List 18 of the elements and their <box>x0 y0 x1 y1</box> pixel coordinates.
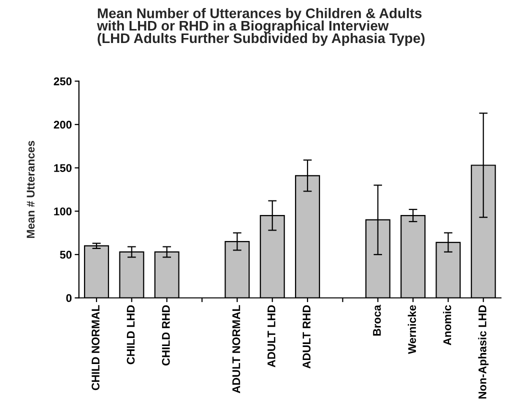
x-tick-label: CHILD NORMAL <box>92 305 100 390</box>
y-axis-title: Mean # Utterances <box>26 140 35 238</box>
x-tick-label: Anomic <box>443 305 452 346</box>
chart-title: Mean Number of Utterances by Children & Adults with LHD or RHD in a Biographical Interview (LHD Adults Further Subdivided by Aphasia Type) <box>96 8 425 46</box>
y-tick-label: 0 <box>66 294 72 302</box>
y-tick-label: 50 <box>60 250 72 259</box>
y-tick-label: 200 <box>54 120 72 129</box>
y-tick-label: 150 <box>54 164 72 172</box>
x-tick-label: Wernicke <box>408 305 416 354</box>
x-tick-label: Broca <box>373 304 381 336</box>
x-tick-label: Non-Aphasic LHD <box>478 305 489 399</box>
y-tick-label: 250 <box>54 77 72 86</box>
x-tick-label: ADULT RHD <box>302 305 311 369</box>
x-tick-label: ADULT NORMAL <box>232 305 240 394</box>
x-tick-label: CHILD LHD <box>126 305 135 364</box>
x-tick-label: ADULT LHD <box>268 305 276 368</box>
x-tick-label: CHILD RHD <box>162 305 170 366</box>
y-tick-label: 100 <box>54 207 72 216</box>
